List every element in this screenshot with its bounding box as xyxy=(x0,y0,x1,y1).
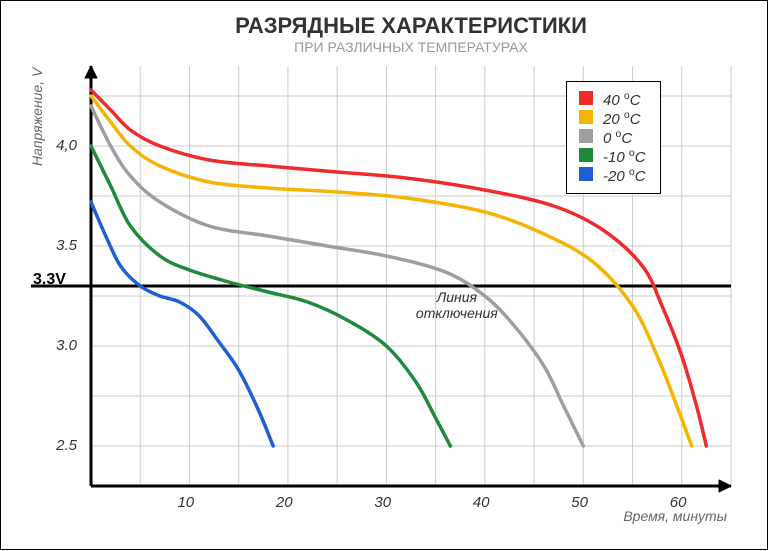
legend-item: 40 oC xyxy=(579,90,646,109)
ytick-label: 3.5 xyxy=(56,237,77,254)
legend-swatch xyxy=(579,167,593,181)
ytick-label: 4,0 xyxy=(56,137,77,154)
legend-item: 0 oC xyxy=(579,128,646,147)
legend-swatch xyxy=(579,148,593,162)
ytick-label: 2.5 xyxy=(56,437,77,454)
legend-label: -10 oC xyxy=(603,147,646,166)
legend: 40 oC20 oC0 oC-10 oC-20 oC xyxy=(566,81,661,194)
legend-item: 20 oC xyxy=(579,109,646,128)
chart-root: РАЗРЯДНЫЕ ХАРАКТЕРИСТИКИПРИ РАЗЛИЧНЫХ ТЕ… xyxy=(0,0,768,550)
x-axis-arrow xyxy=(719,480,731,492)
legend-label: -20 oC xyxy=(603,166,646,185)
legend-swatch xyxy=(579,110,593,124)
xtick-label: 30 xyxy=(374,494,391,511)
legend-swatch xyxy=(579,91,593,105)
legend-item: -10 oC xyxy=(579,147,646,166)
cutoff-value-label: 3.3V xyxy=(33,271,66,289)
cutoff-text-label: Линияотключения xyxy=(416,289,498,321)
legend-label: 0 oC xyxy=(603,128,632,147)
y-axis-arrow xyxy=(85,66,97,78)
xtick-label: 20 xyxy=(276,494,293,511)
xtick-label: 60 xyxy=(670,494,687,511)
xtick-label: 50 xyxy=(571,494,588,511)
legend-label: 40 oC xyxy=(603,90,641,109)
legend-item: -20 oC xyxy=(579,166,646,185)
legend-swatch xyxy=(579,129,593,143)
xtick-label: 10 xyxy=(177,494,194,511)
ytick-label: 3.0 xyxy=(56,337,77,354)
xtick-label: 40 xyxy=(473,494,490,511)
series--20 xyxy=(91,202,273,446)
legend-label: 20 oC xyxy=(603,109,641,128)
